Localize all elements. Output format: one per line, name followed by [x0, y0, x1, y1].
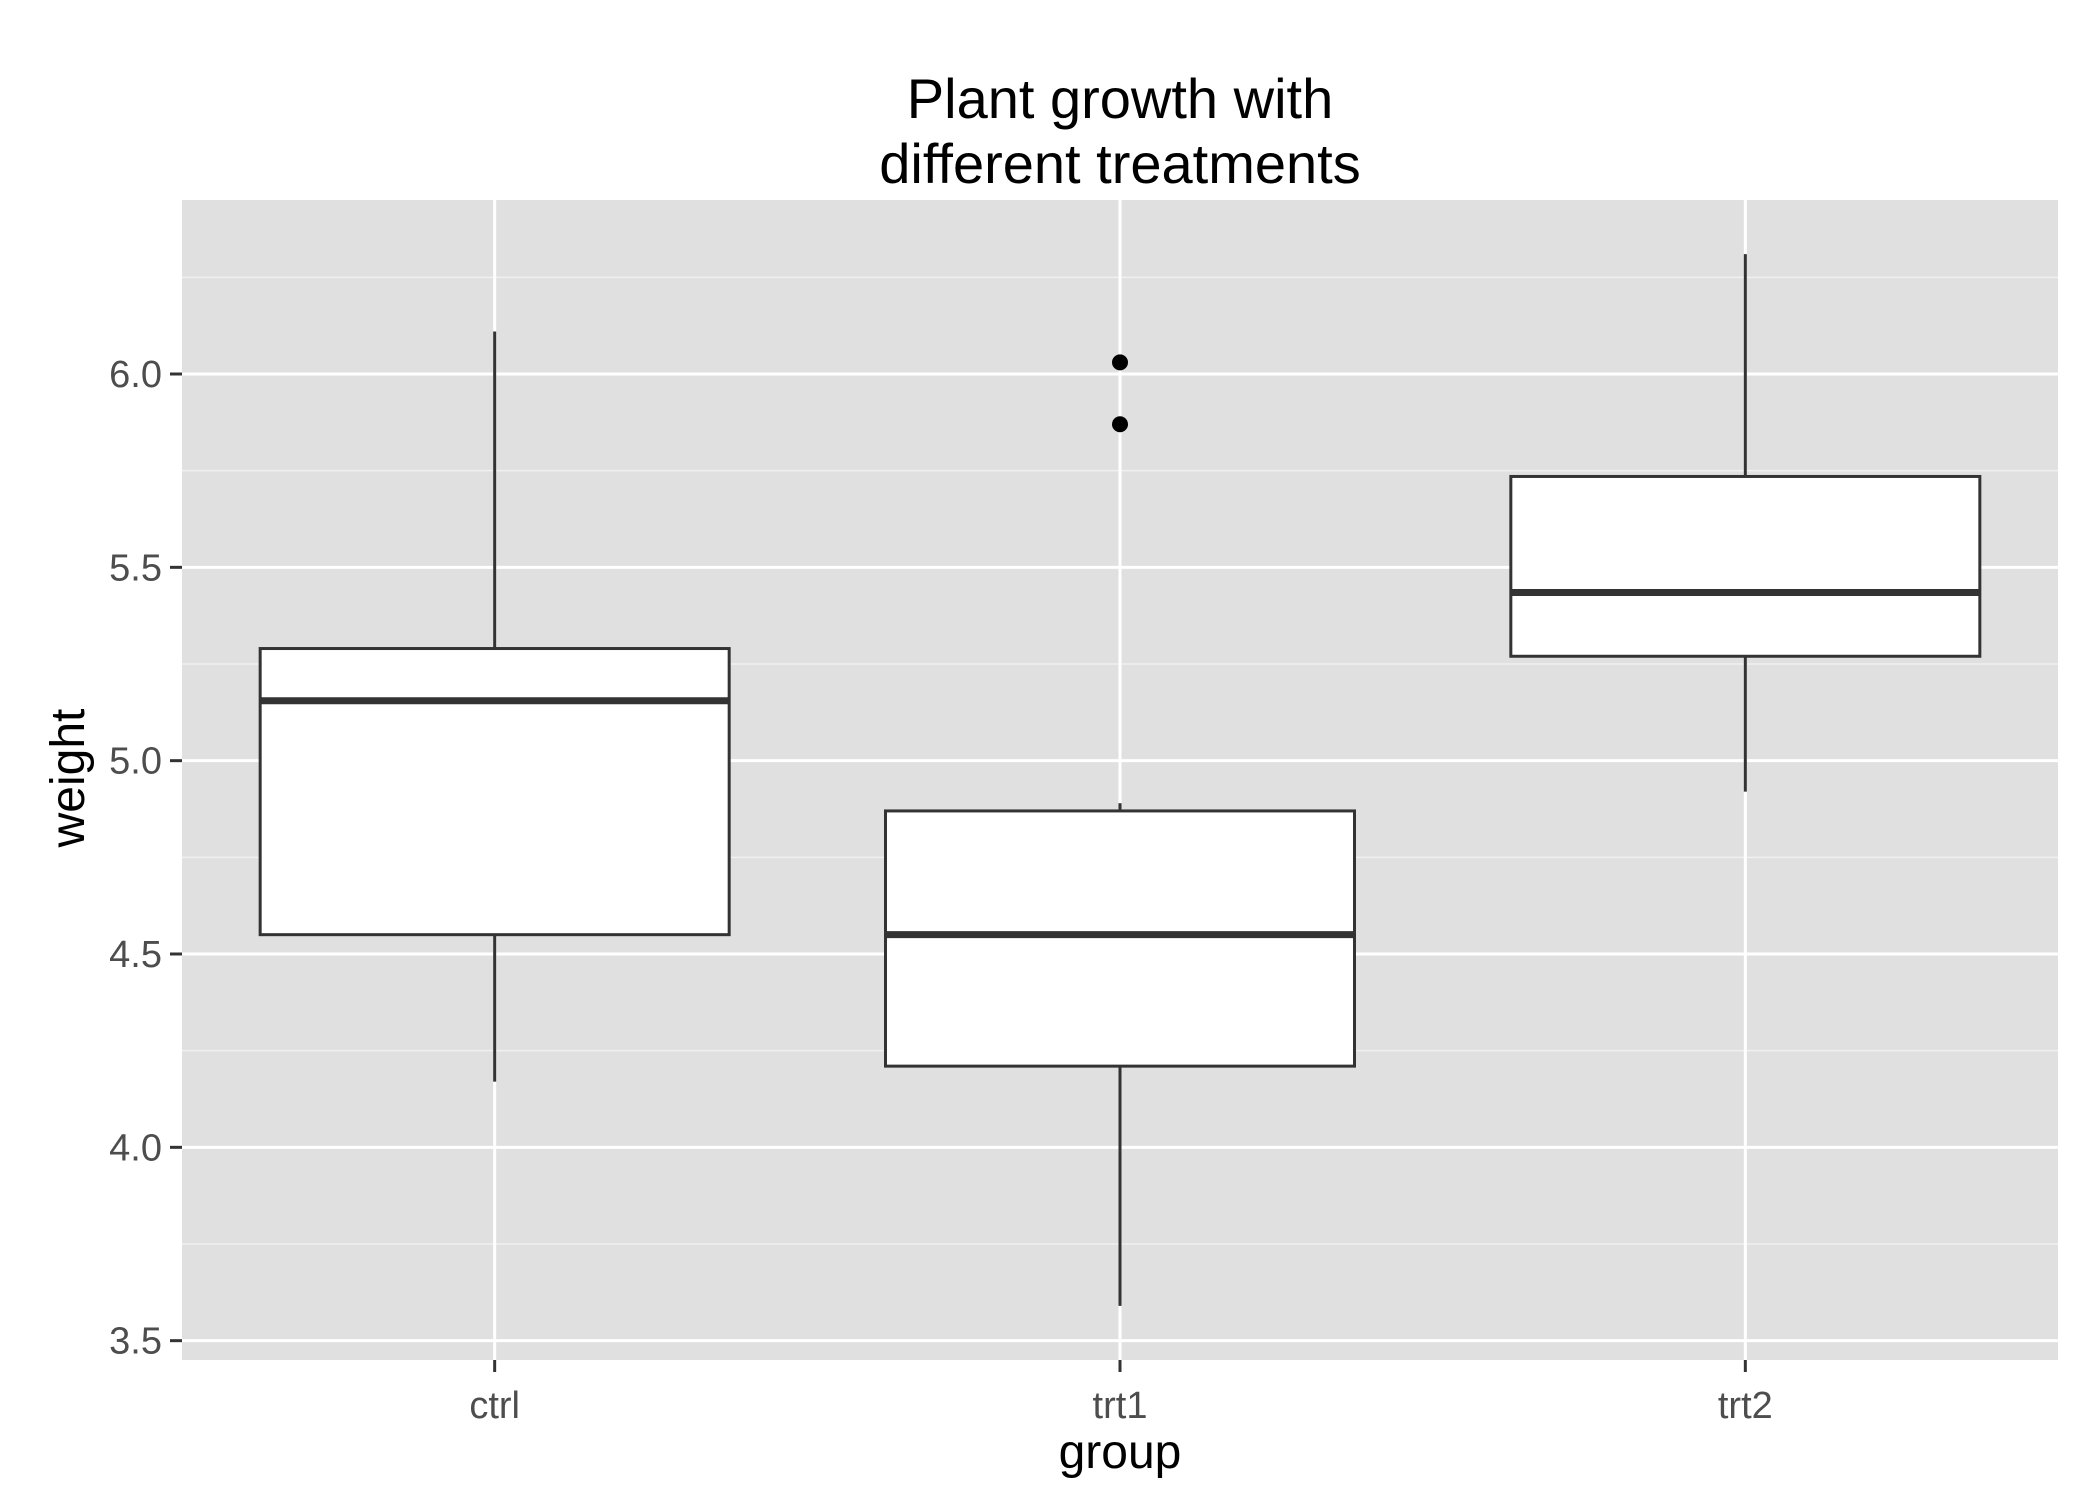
- x-tick-label: trt1: [1093, 1385, 1148, 1427]
- box-trt2: [1509, 254, 1982, 792]
- box-layer: [258, 254, 1982, 1306]
- box-trt1: [884, 354, 1356, 1306]
- x-axis-title: group: [1059, 1426, 1182, 1479]
- y-tick-label: 5.0: [109, 741, 162, 783]
- iqr-box: [884, 809, 1356, 1068]
- x-tick-label: ctrl: [469, 1385, 520, 1427]
- y-tick-label: 4.0: [109, 1127, 162, 1169]
- axis-ticks: 3.5 4.0 4.5 5.0 5.5 6.0 ctrl trt1 trt2: [109, 354, 1773, 1427]
- outlier-point: [1112, 416, 1128, 433]
- y-tick-label: 6.0: [109, 354, 162, 396]
- chart-title-line-1: Plant growth with: [907, 67, 1333, 130]
- iqr-box: [1509, 474, 1982, 658]
- y-tick-label: 4.5: [109, 934, 162, 976]
- iqr-box: [258, 647, 731, 937]
- x-tick-label: trt2: [1718, 1385, 1773, 1427]
- outlier-point: [1112, 354, 1128, 371]
- y-tick-label: 5.5: [109, 547, 162, 589]
- y-axis-title: weight: [42, 709, 95, 849]
- box-ctrl: [258, 331, 731, 1082]
- y-tick-label: 3.5: [109, 1321, 162, 1363]
- chart-title-line-2: different treatments: [879, 132, 1360, 195]
